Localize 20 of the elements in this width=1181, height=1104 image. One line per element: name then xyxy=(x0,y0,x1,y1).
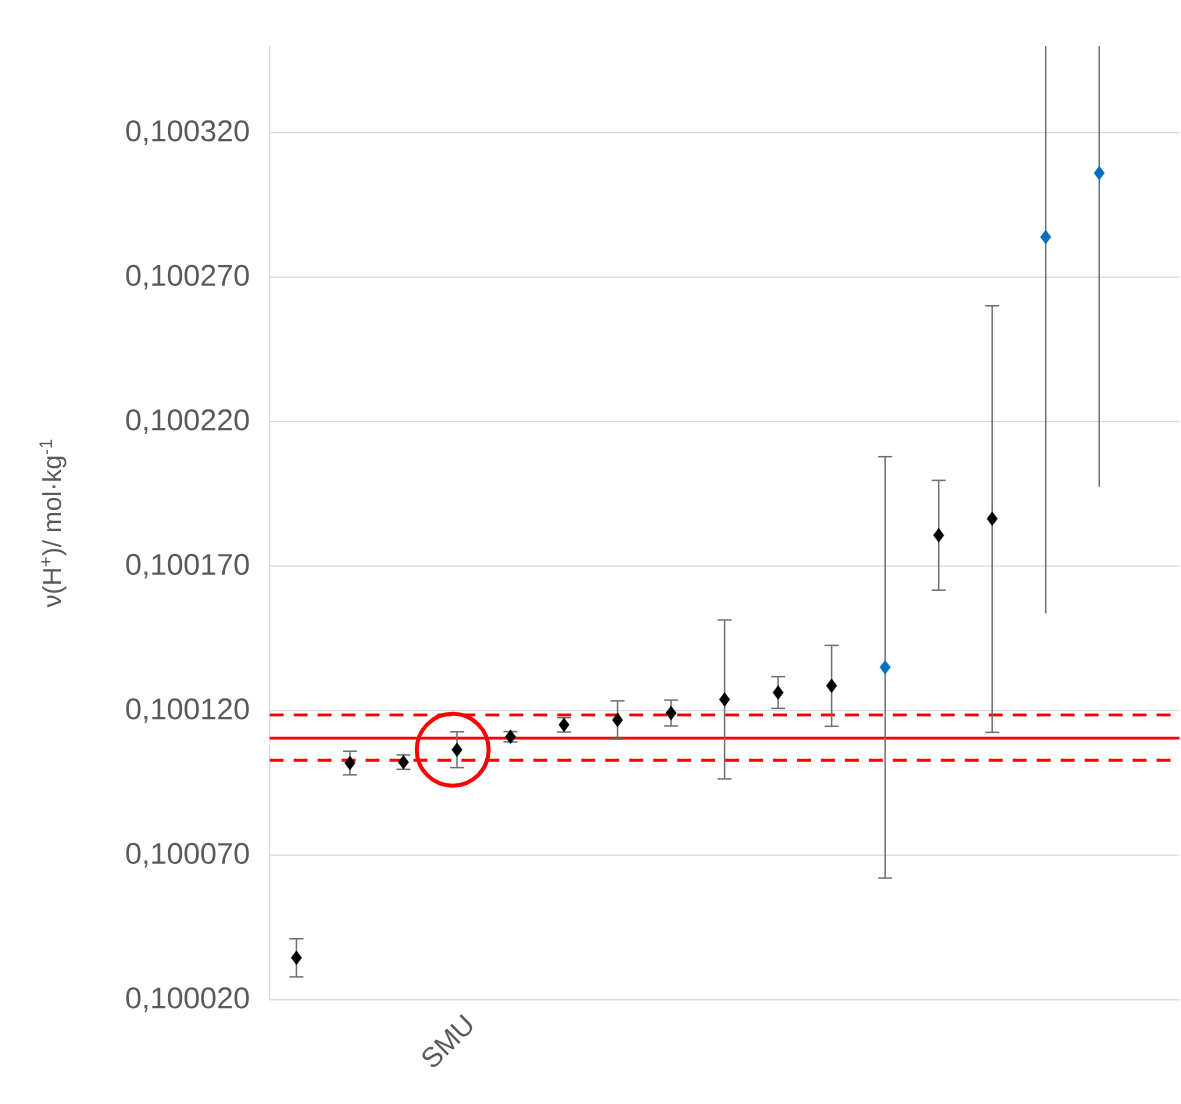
point xyxy=(290,950,302,966)
point xyxy=(344,756,356,771)
y-tick-label: 0,100220 xyxy=(126,409,249,435)
y-axis-title: ν(H$^{+}$)/ mol·kg$^{-1}$ xyxy=(39,439,67,608)
point xyxy=(772,685,784,700)
y-tick-label: 0,100170 xyxy=(126,554,249,579)
y-tick-label: 0,100070 xyxy=(126,843,249,868)
point xyxy=(1093,166,1105,181)
point xyxy=(986,511,998,527)
y-tick-label: 0,100020 xyxy=(126,987,249,1013)
point xyxy=(1040,230,1052,245)
point xyxy=(879,660,891,675)
point xyxy=(719,692,731,707)
point xyxy=(933,528,945,543)
point xyxy=(451,742,463,758)
y-tick-label: 0,100270 xyxy=(126,264,249,290)
point xyxy=(826,678,838,694)
y-tick-label: 0,100320 xyxy=(126,120,249,146)
point xyxy=(665,706,677,721)
y-tick-label: 0,100120 xyxy=(126,698,249,724)
